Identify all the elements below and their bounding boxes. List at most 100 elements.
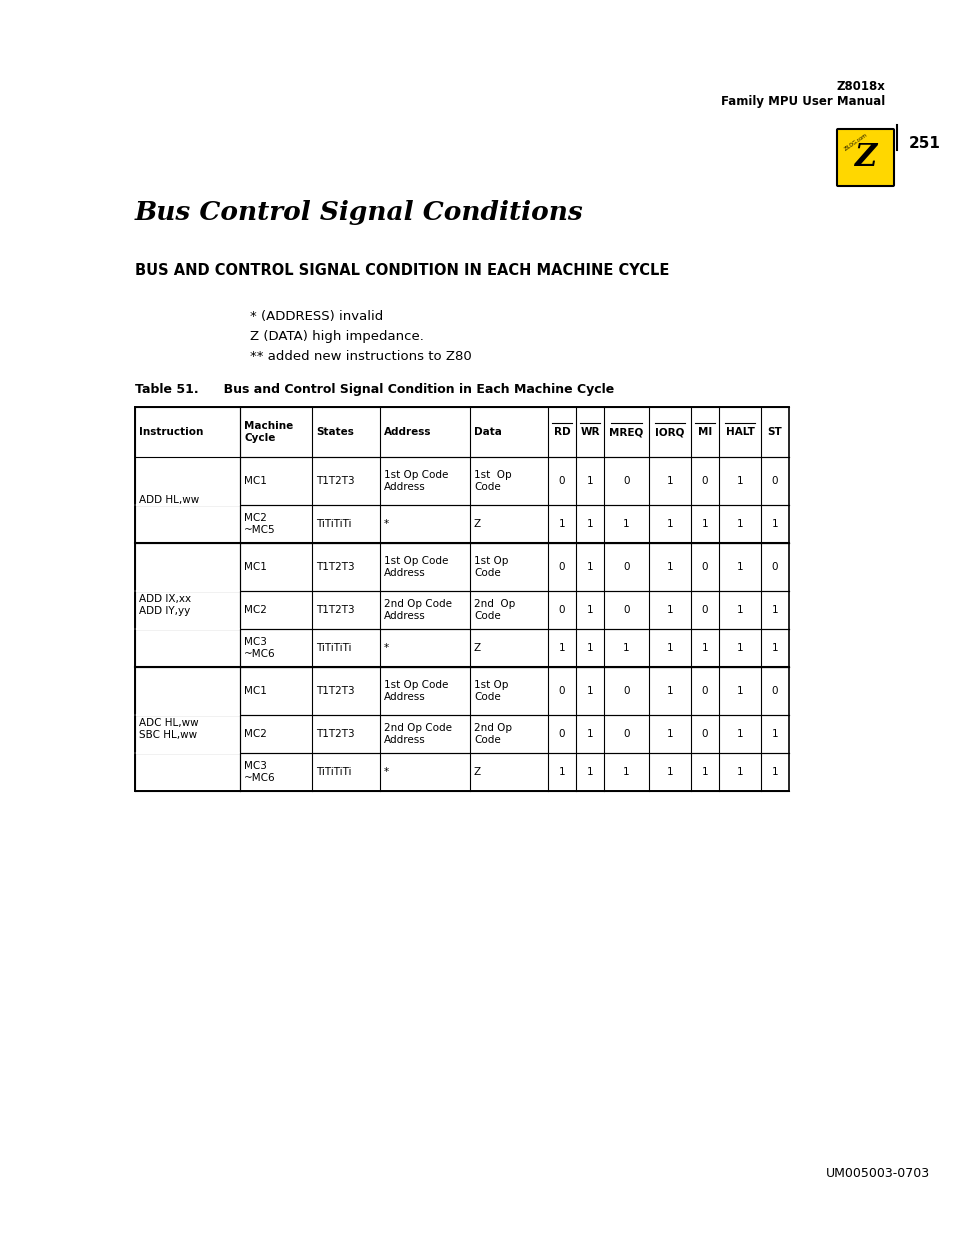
Text: 0: 0 xyxy=(622,685,629,697)
Text: 0: 0 xyxy=(701,562,707,572)
Text: MC1: MC1 xyxy=(244,562,267,572)
Text: 1: 1 xyxy=(771,643,778,653)
Text: 1: 1 xyxy=(771,767,778,777)
Text: 0: 0 xyxy=(622,729,629,739)
Text: HALT: HALT xyxy=(725,427,754,437)
Text: *: * xyxy=(384,767,389,777)
Text: 0: 0 xyxy=(701,729,707,739)
Text: MC1: MC1 xyxy=(244,475,267,487)
Text: 1: 1 xyxy=(701,767,707,777)
Text: Z: Z xyxy=(474,643,480,653)
Text: 2nd Op
Code: 2nd Op Code xyxy=(474,724,512,745)
Text: BUS AND CONTROL SIGNAL CONDITION IN EACH MACHINE CYCLE: BUS AND CONTROL SIGNAL CONDITION IN EACH… xyxy=(135,263,669,278)
Text: 1: 1 xyxy=(666,519,673,529)
Text: UM005003-0703: UM005003-0703 xyxy=(825,1167,929,1179)
Text: 1: 1 xyxy=(586,685,593,697)
Text: 0: 0 xyxy=(771,475,778,487)
Text: MC3
~MC6: MC3 ~MC6 xyxy=(244,637,275,658)
Text: 1: 1 xyxy=(736,562,742,572)
Text: 1: 1 xyxy=(622,519,629,529)
Text: 251: 251 xyxy=(908,136,940,151)
Text: 2nd Op Code
Address: 2nd Op Code Address xyxy=(384,724,452,745)
Text: RD: RD xyxy=(553,427,570,437)
Text: 1: 1 xyxy=(736,605,742,615)
Text: T1T2T3: T1T2T3 xyxy=(315,685,355,697)
Text: 0: 0 xyxy=(701,605,707,615)
Text: 2nd  Op
Code: 2nd Op Code xyxy=(474,599,515,621)
Text: WR: WR xyxy=(579,427,599,437)
Text: 0: 0 xyxy=(622,605,629,615)
Text: 1st Op Code
Address: 1st Op Code Address xyxy=(384,471,448,492)
Text: MI: MI xyxy=(698,427,711,437)
Text: 0: 0 xyxy=(771,685,778,697)
Text: T1T2T3: T1T2T3 xyxy=(315,605,355,615)
Text: 1: 1 xyxy=(586,562,593,572)
Text: ZILOG.com: ZILOG.com xyxy=(842,132,867,152)
Text: 1: 1 xyxy=(666,643,673,653)
Text: 1: 1 xyxy=(586,729,593,739)
Text: 0: 0 xyxy=(701,475,707,487)
Text: 1st Op
Code: 1st Op Code xyxy=(474,680,508,701)
Text: MC2: MC2 xyxy=(244,605,267,615)
Text: Z: Z xyxy=(474,767,480,777)
Text: MC1: MC1 xyxy=(244,685,267,697)
Text: MREQ: MREQ xyxy=(609,427,643,437)
Text: MC2: MC2 xyxy=(244,729,267,739)
Text: Data: Data xyxy=(474,427,501,437)
Text: 1: 1 xyxy=(558,767,565,777)
Text: 1: 1 xyxy=(586,519,593,529)
Text: 1: 1 xyxy=(771,519,778,529)
Text: 1: 1 xyxy=(736,767,742,777)
Text: 1: 1 xyxy=(586,767,593,777)
Text: 1: 1 xyxy=(622,767,629,777)
Text: Z: Z xyxy=(474,519,480,529)
Text: 1: 1 xyxy=(586,605,593,615)
Text: ** added new instructions to Z80: ** added new instructions to Z80 xyxy=(250,350,471,363)
Text: 1: 1 xyxy=(736,685,742,697)
Text: MC3
~MC6: MC3 ~MC6 xyxy=(244,761,275,783)
Text: Table 51.  Bus and Control Signal Condition in Each Machine Cycle: Table 51. Bus and Control Signal Conditi… xyxy=(135,383,614,396)
Text: TiTiTiTi: TiTiTiTi xyxy=(315,519,351,529)
Text: *: * xyxy=(384,643,389,653)
Text: MC2
~MC5: MC2 ~MC5 xyxy=(244,514,275,535)
Text: 1: 1 xyxy=(666,767,673,777)
Text: 0: 0 xyxy=(558,475,565,487)
Text: Z8018x
Family MPU User Manual: Z8018x Family MPU User Manual xyxy=(720,80,884,107)
Text: 1: 1 xyxy=(666,475,673,487)
Text: Machine
Cycle: Machine Cycle xyxy=(244,421,293,443)
Text: 1: 1 xyxy=(586,475,593,487)
Text: 0: 0 xyxy=(558,605,565,615)
Text: Address: Address xyxy=(384,427,431,437)
Text: T1T2T3: T1T2T3 xyxy=(315,562,355,572)
Text: 1: 1 xyxy=(666,729,673,739)
Text: Bus Control Signal Conditions: Bus Control Signal Conditions xyxy=(135,200,583,225)
Text: 1: 1 xyxy=(558,643,565,653)
Text: 1st Op
Code: 1st Op Code xyxy=(474,556,508,578)
Text: 1st Op Code
Address: 1st Op Code Address xyxy=(384,556,448,578)
Text: 0: 0 xyxy=(622,562,629,572)
Text: 1: 1 xyxy=(666,605,673,615)
Text: 1: 1 xyxy=(586,643,593,653)
Text: 1: 1 xyxy=(736,519,742,529)
Text: 0: 0 xyxy=(622,475,629,487)
Text: 1: 1 xyxy=(666,562,673,572)
Text: ADD HL,ww: ADD HL,ww xyxy=(139,495,199,505)
FancyBboxPatch shape xyxy=(836,128,893,186)
Text: Z (DATA) high impedance.: Z (DATA) high impedance. xyxy=(250,330,423,343)
Text: 0: 0 xyxy=(558,729,565,739)
Text: 0: 0 xyxy=(701,685,707,697)
Text: TiTiTiTi: TiTiTiTi xyxy=(315,643,351,653)
Text: 1st Op Code
Address: 1st Op Code Address xyxy=(384,680,448,701)
Text: T1T2T3: T1T2T3 xyxy=(315,475,355,487)
Text: ADC HL,ww
SBC HL,ww: ADC HL,ww SBC HL,ww xyxy=(139,719,198,740)
Text: 1: 1 xyxy=(736,475,742,487)
Text: 1: 1 xyxy=(771,729,778,739)
Text: 2nd Op Code
Address: 2nd Op Code Address xyxy=(384,599,452,621)
Text: States: States xyxy=(315,427,354,437)
Text: 1: 1 xyxy=(701,519,707,529)
Text: *: * xyxy=(384,519,389,529)
Text: ST: ST xyxy=(767,427,781,437)
Text: Z: Z xyxy=(854,142,876,173)
Text: 1: 1 xyxy=(666,685,673,697)
Text: 1: 1 xyxy=(736,729,742,739)
